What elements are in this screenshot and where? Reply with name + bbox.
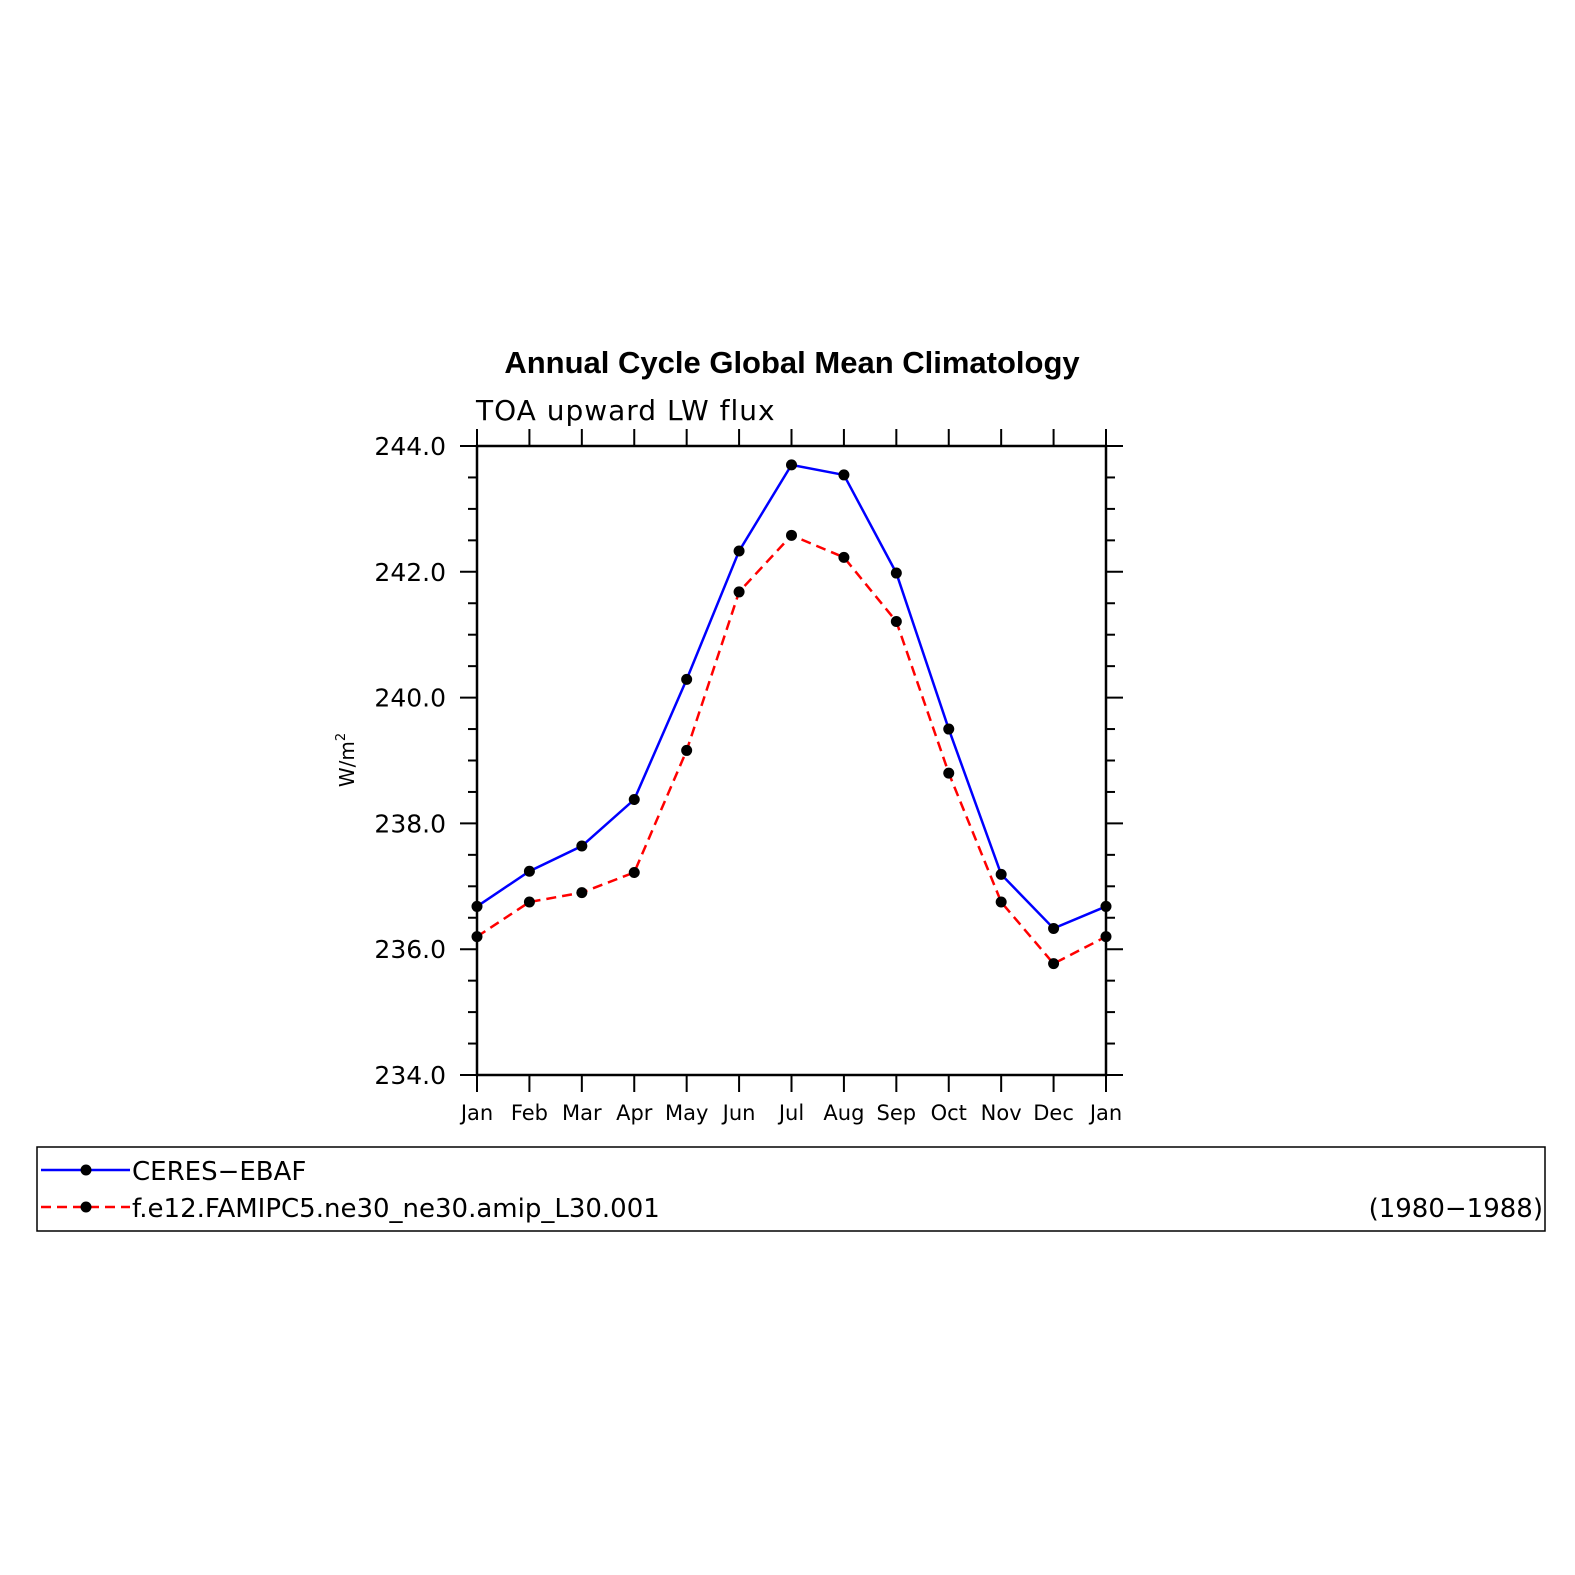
series-1-point bbox=[786, 529, 797, 541]
series-1-point bbox=[681, 744, 693, 756]
series-0-point bbox=[995, 868, 1007, 880]
series-0-point bbox=[576, 840, 588, 852]
y-axis-label: W/m2 bbox=[334, 733, 359, 787]
legend-box bbox=[36, 1146, 1546, 1232]
series-0-point bbox=[733, 545, 745, 557]
x-tick-label: Dec bbox=[1033, 1101, 1074, 1125]
series-1-point bbox=[1048, 958, 1060, 970]
series-0-point bbox=[471, 900, 483, 912]
y-tick-label: 242.0 bbox=[374, 558, 446, 587]
legend: CERES−EBAF f.e12.FAMIPC5.ne30_ne30.amip_… bbox=[36, 1146, 1546, 1232]
y-tick-label: 244.0 bbox=[374, 432, 446, 461]
legend-swatch-marker-model bbox=[80, 1201, 92, 1213]
x-tick-label: Apr bbox=[616, 1101, 653, 1125]
series-1-point bbox=[1100, 931, 1112, 943]
legend-label-model: f.e12.FAMIPC5.ne30_ne30.amip_L30.001 bbox=[132, 1194, 660, 1224]
legend-label-ceres: CERES−EBAF bbox=[132, 1157, 306, 1187]
series-1-point bbox=[838, 551, 850, 563]
series-1-point bbox=[471, 931, 483, 943]
series-1-point bbox=[733, 586, 745, 598]
series-0-point bbox=[1100, 900, 1112, 912]
series-0-point bbox=[628, 793, 640, 805]
series-0-point bbox=[681, 673, 693, 685]
chart-title: Annual Cycle Global Mean Climatology bbox=[504, 345, 1080, 380]
x-tick-label: May bbox=[665, 1101, 708, 1125]
y-tick-label: 240.0 bbox=[374, 684, 446, 713]
series-0-point bbox=[943, 723, 955, 735]
series-1-point bbox=[995, 896, 1007, 908]
x-tick-label: Mar bbox=[562, 1101, 602, 1125]
series-1-point bbox=[943, 767, 955, 779]
y-axis-label-superscript: 2 bbox=[334, 733, 349, 741]
series-0-point bbox=[838, 469, 850, 481]
series-0-point bbox=[523, 865, 535, 877]
y-axis-label-text: W/m bbox=[335, 741, 359, 787]
x-tick-label: Jul bbox=[777, 1101, 804, 1125]
y-axis: 234.0 236.0 238.0 240.0 242.0 244.0 bbox=[374, 432, 1123, 1090]
series-group bbox=[471, 459, 1112, 970]
series-1-point bbox=[628, 866, 640, 878]
x-tick-label: Jun bbox=[721, 1101, 756, 1125]
y-tick-label: 234.0 bbox=[374, 1061, 446, 1090]
x-tick-label: Sep bbox=[877, 1101, 917, 1125]
y-tick-label: 236.0 bbox=[374, 935, 446, 964]
chart-subtitle: TOA upward LW flux bbox=[475, 394, 776, 427]
series-0-point bbox=[786, 459, 797, 471]
x-tick-label: Jan bbox=[1088, 1101, 1122, 1125]
x-tick-label: Jan bbox=[459, 1101, 493, 1125]
series-1-point bbox=[576, 887, 588, 899]
series-1-point bbox=[890, 615, 902, 627]
series-line-1 bbox=[476, 533, 1107, 966]
x-tick-label: Aug bbox=[823, 1101, 864, 1125]
x-axis: Jan Feb Mar Apr May Jun Jul Aug Sep Oct Nov Dec Jan bbox=[459, 429, 1122, 1125]
x-tick-label: Nov bbox=[981, 1101, 1022, 1125]
x-tick-label: Oct bbox=[931, 1101, 967, 1125]
legend-period-note: (1980−1988) bbox=[1369, 1194, 1543, 1224]
series-0-point bbox=[890, 567, 902, 579]
legend-swatch-marker-ceres bbox=[80, 1164, 92, 1176]
series-0-point bbox=[1048, 922, 1060, 934]
y-tick-label: 238.0 bbox=[374, 809, 446, 838]
x-tick-label: Feb bbox=[511, 1101, 548, 1125]
series-1-point bbox=[523, 896, 535, 908]
